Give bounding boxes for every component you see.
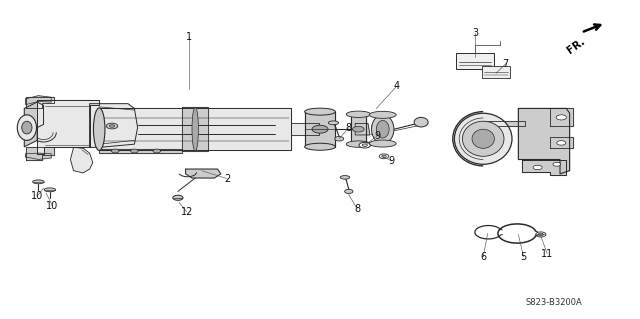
Ellipse shape xyxy=(376,121,389,138)
Ellipse shape xyxy=(414,117,428,127)
Text: 4: 4 xyxy=(394,81,400,91)
Text: S823-B3200A: S823-B3200A xyxy=(525,298,582,307)
Ellipse shape xyxy=(93,108,105,151)
Ellipse shape xyxy=(454,113,512,164)
Polygon shape xyxy=(522,160,566,175)
Text: 10: 10 xyxy=(46,201,59,211)
Ellipse shape xyxy=(556,115,566,120)
Ellipse shape xyxy=(462,121,504,156)
Polygon shape xyxy=(291,123,319,136)
Text: 6: 6 xyxy=(480,252,486,262)
Ellipse shape xyxy=(17,115,36,140)
Polygon shape xyxy=(99,149,182,153)
Polygon shape xyxy=(182,108,208,151)
Text: FR.: FR. xyxy=(565,36,587,56)
Ellipse shape xyxy=(344,189,353,193)
Text: 10: 10 xyxy=(31,191,44,201)
Ellipse shape xyxy=(335,137,344,141)
Text: 9: 9 xyxy=(374,130,381,141)
Ellipse shape xyxy=(379,154,389,159)
Ellipse shape xyxy=(472,129,494,148)
Polygon shape xyxy=(26,147,54,160)
Ellipse shape xyxy=(362,144,367,146)
Text: 12: 12 xyxy=(180,207,193,217)
Polygon shape xyxy=(26,153,51,160)
Ellipse shape xyxy=(312,125,328,133)
Polygon shape xyxy=(24,102,44,147)
Polygon shape xyxy=(355,123,370,135)
Text: 7: 7 xyxy=(502,59,509,69)
Polygon shape xyxy=(550,137,573,148)
Ellipse shape xyxy=(553,162,561,166)
Polygon shape xyxy=(518,108,570,174)
Ellipse shape xyxy=(44,188,56,192)
Ellipse shape xyxy=(369,111,396,118)
Polygon shape xyxy=(305,112,335,147)
Ellipse shape xyxy=(538,233,543,236)
Text: 2: 2 xyxy=(224,174,230,184)
Ellipse shape xyxy=(328,121,339,125)
Polygon shape xyxy=(90,104,138,147)
Ellipse shape xyxy=(131,149,138,153)
Ellipse shape xyxy=(346,111,371,117)
Ellipse shape xyxy=(192,108,198,151)
Text: 8: 8 xyxy=(354,204,360,214)
Text: 9: 9 xyxy=(388,156,395,166)
Ellipse shape xyxy=(305,143,335,150)
Ellipse shape xyxy=(109,125,115,127)
Ellipse shape xyxy=(381,155,387,158)
Polygon shape xyxy=(99,108,291,150)
Text: 3: 3 xyxy=(472,28,478,39)
Ellipse shape xyxy=(111,149,119,153)
Ellipse shape xyxy=(346,141,371,147)
Polygon shape xyxy=(550,108,573,126)
Ellipse shape xyxy=(353,126,364,132)
Ellipse shape xyxy=(173,195,183,200)
Text: 1: 1 xyxy=(186,32,192,42)
Text: 11: 11 xyxy=(541,249,554,259)
Polygon shape xyxy=(26,97,54,108)
Bar xyxy=(456,53,494,69)
Ellipse shape xyxy=(557,141,566,145)
Ellipse shape xyxy=(536,232,546,237)
Ellipse shape xyxy=(371,115,394,144)
Ellipse shape xyxy=(106,123,118,129)
Ellipse shape xyxy=(533,165,542,170)
Polygon shape xyxy=(186,169,221,178)
Ellipse shape xyxy=(153,149,161,153)
Ellipse shape xyxy=(305,108,335,115)
Polygon shape xyxy=(70,147,93,173)
Bar xyxy=(482,66,510,78)
Text: 5: 5 xyxy=(520,252,527,262)
Polygon shape xyxy=(483,121,525,126)
Ellipse shape xyxy=(22,121,32,134)
Polygon shape xyxy=(26,96,51,105)
Polygon shape xyxy=(351,114,366,144)
Text: 8: 8 xyxy=(346,122,352,133)
Ellipse shape xyxy=(359,142,371,148)
Ellipse shape xyxy=(33,180,44,184)
Ellipse shape xyxy=(369,140,396,147)
Ellipse shape xyxy=(340,175,350,179)
Polygon shape xyxy=(37,100,99,154)
